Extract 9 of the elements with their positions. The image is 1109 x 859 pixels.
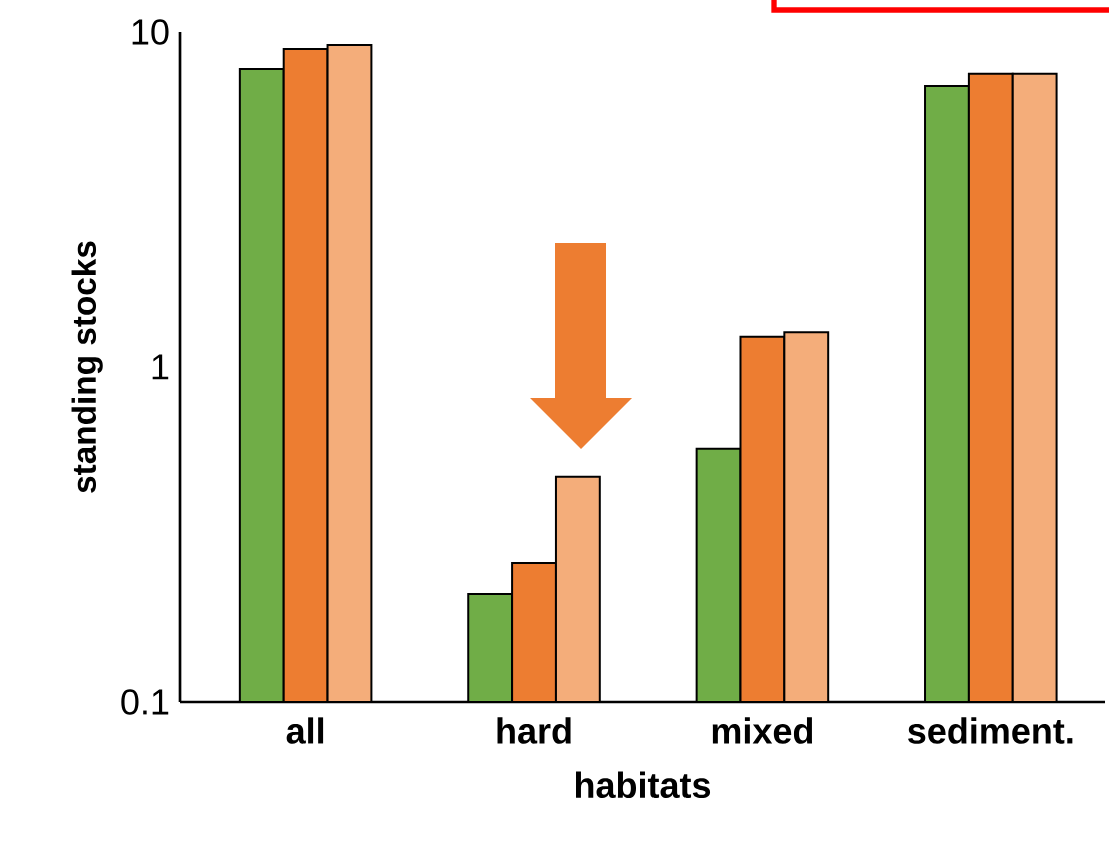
y-tick-label: 0.1 — [121, 689, 169, 715]
y-tick-label: 10 — [132, 19, 169, 45]
y-axis-title: standing stocks — [71, 241, 103, 493]
x-tick-label: all — [286, 717, 324, 744]
x-tick-label: hard — [497, 717, 571, 744]
x-tick-label: sediment. — [908, 717, 1073, 744]
y-tick-label: 1 — [152, 354, 169, 380]
x-tick-label: mixed — [712, 717, 813, 744]
x-axis-title: habitats — [576, 771, 711, 799]
